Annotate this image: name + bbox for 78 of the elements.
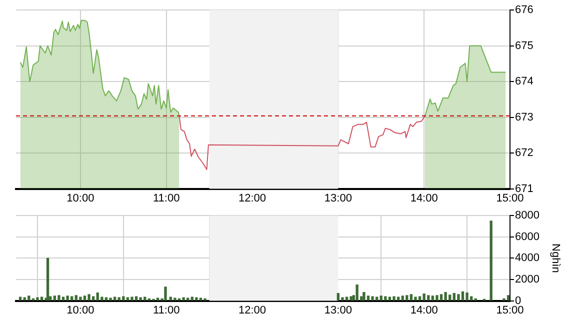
bar <box>58 295 60 301</box>
bar <box>96 292 99 301</box>
bar <box>427 295 430 301</box>
bar <box>444 292 447 301</box>
y-axis-title: Nghìn <box>549 244 562 273</box>
bar <box>350 296 352 301</box>
bar <box>461 291 464 301</box>
bar <box>431 296 434 301</box>
y-tick-label: 676 <box>515 4 534 16</box>
x-tick-label: 10:00 <box>66 192 94 204</box>
bar <box>384 296 387 301</box>
bar <box>83 296 86 301</box>
bar <box>40 296 44 301</box>
y-tick-label: 0 <box>515 294 522 307</box>
bar <box>130 296 134 301</box>
bar <box>392 296 396 301</box>
bar <box>62 296 65 301</box>
bar <box>396 296 400 301</box>
bar <box>139 297 142 301</box>
bar <box>356 284 358 301</box>
bar <box>204 298 206 301</box>
bar <box>341 297 344 301</box>
bar <box>388 296 392 301</box>
bar <box>457 294 460 301</box>
bar <box>401 296 404 301</box>
bar <box>122 296 125 301</box>
bar <box>440 294 443 301</box>
bar <box>92 296 95 301</box>
bar <box>28 296 30 301</box>
bar <box>502 298 506 301</box>
x-tick-label: 10:00 <box>66 304 94 316</box>
bar <box>88 294 90 301</box>
x-tick-label: 15:00 <box>496 192 524 204</box>
y-tick-label: 674 <box>515 76 534 88</box>
bar <box>406 295 408 301</box>
bar <box>414 296 417 301</box>
x-tick-label: 11:00 <box>152 304 180 316</box>
bar <box>336 293 340 301</box>
y-tick-label: 671 <box>515 182 534 195</box>
x-tick-label: 11:00 <box>152 192 180 204</box>
x-tick-label: 15:00 <box>496 304 524 316</box>
bar <box>134 296 138 301</box>
bar <box>436 295 438 301</box>
bar <box>371 296 374 301</box>
y-tick-label: 8000 <box>515 210 540 222</box>
bar <box>362 292 366 301</box>
y-tick-label: 4000 <box>515 252 540 264</box>
x-tick-label: 12:00 <box>238 304 266 316</box>
y-tick-label: 675 <box>515 40 534 52</box>
x-tick-label: 12:00 <box>238 192 266 204</box>
bar <box>410 294 413 301</box>
bar <box>490 220 492 301</box>
x-tick-label: 13:00 <box>324 192 352 204</box>
x-tick-label: 14:00 <box>410 192 438 204</box>
bar <box>345 296 348 301</box>
bar <box>466 292 468 301</box>
bar <box>164 286 167 301</box>
bar <box>100 296 104 301</box>
bar <box>109 298 112 301</box>
y-tick-label: 2000 <box>515 274 540 286</box>
bar <box>113 296 116 301</box>
x-tick-label: 13:00 <box>324 304 352 316</box>
bar <box>46 258 50 301</box>
bar <box>18 296 22 301</box>
y-tick-label: 672 <box>515 147 534 160</box>
x-tick-label: 14:00 <box>410 304 438 316</box>
bar <box>66 296 69 301</box>
bar <box>366 296 370 301</box>
bar <box>418 296 422 301</box>
bar <box>36 297 39 301</box>
bar <box>182 297 185 301</box>
bar <box>422 294 426 301</box>
bar <box>174 298 176 301</box>
bar <box>506 295 510 301</box>
y-tick-label: 673 <box>515 111 534 124</box>
y-tick-label: 6000 <box>515 230 540 243</box>
bar <box>190 296 194 301</box>
bar <box>79 296 82 301</box>
